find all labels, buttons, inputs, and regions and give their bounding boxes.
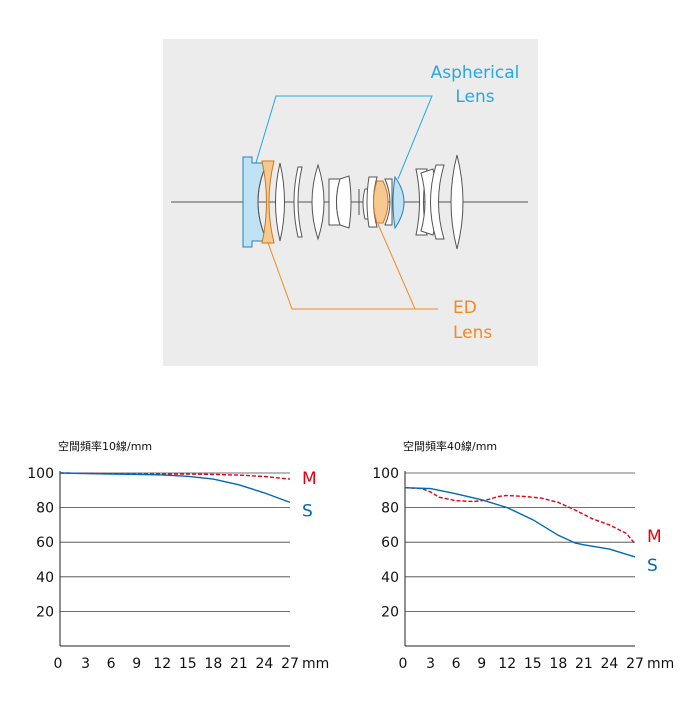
y-tick-label: 20 (36, 604, 54, 620)
x-tick-label: 12 (498, 656, 516, 672)
x-tick-label: 0 (399, 656, 408, 672)
x-tick-label: 27 (626, 656, 644, 672)
mtf-chart-10lines: 空間頻率10線/mm 20 40 60 80 100 0 3 6 9 12 15 18 21 24 27 mm… (18, 430, 348, 700)
ed-callout-lines (266, 223, 438, 310)
x-tick-label: 24 (601, 656, 619, 672)
lens-element-11 (384, 178, 393, 226)
chart-title: 空間頻率10線/mm (58, 440, 153, 453)
lens-element-7 (336, 175, 352, 229)
ed-lens-element-rear (373, 180, 389, 224)
x-tick-label: 24 (256, 656, 274, 672)
y-tick-label: 80 (36, 501, 54, 517)
y-tick-label: 40 (36, 570, 54, 586)
series-label-S: S (647, 556, 658, 576)
series-line-M (404, 487, 636, 545)
lens-element-5 (311, 163, 325, 241)
ed-lens-element-front (261, 160, 275, 244)
series-label-M: M (302, 469, 317, 489)
mtf-plot: 20 40 60 80 100 0 3 6 9 12 15 18 21 24 27 mm MS (372, 466, 674, 672)
x-tick-label: 0 (54, 656, 63, 672)
aspherical-label-line1: Aspherical (431, 63, 520, 83)
aspherical-lens-element-rear (392, 175, 405, 230)
y-tick-label: 60 (36, 535, 54, 551)
x-tick-label: 15 (524, 656, 542, 672)
ed-label-line2: Lens (453, 323, 492, 343)
x-tick-label: 3 (81, 656, 90, 672)
x-tick-label: 21 (575, 656, 593, 672)
mtf-plot: 20 40 60 80 100 0 3 6 9 12 15 18 21 24 27 mm MS (27, 466, 329, 672)
x-tick-label: 3 (426, 656, 435, 672)
lens-element-15 (430, 164, 445, 240)
y-tick-label: 60 (381, 535, 399, 551)
x-tick-label: 9 (477, 656, 486, 672)
series-label-M: M (647, 527, 662, 547)
x-unit-label: mm (302, 656, 329, 672)
x-tick-label: 18 (549, 656, 567, 672)
series-label-S: S (302, 501, 313, 521)
lens-construction-diagram: Aspherical Lens ED Lens (163, 39, 538, 366)
mtf-chart-40lines: 空間頻率40線/mm 20 40 60 80 100 0 3 6 9 12 15 18 21 24 27 mm… (363, 430, 698, 700)
x-tick-label: 15 (179, 656, 197, 672)
x-tick-label: 27 (281, 656, 299, 672)
y-tick-label: 40 (381, 570, 399, 586)
lens-element-16 (450, 154, 464, 250)
lens-diagram-svg: Aspherical Lens ED Lens (171, 63, 528, 343)
y-tick-label: 100 (372, 466, 399, 482)
y-tick-label: 80 (381, 501, 399, 517)
x-tick-label: 6 (107, 656, 116, 672)
series-line-S (59, 472, 291, 504)
aspherical-callout-lines (254, 95, 433, 180)
x-tick-label: 9 (132, 656, 141, 672)
x-unit-label: mm (647, 656, 674, 672)
y-tick-label: 100 (27, 466, 54, 482)
x-tick-label: 12 (153, 656, 171, 672)
lens-element-4 (293, 166, 303, 238)
chart-title: 空間頻率40線/mm (403, 440, 498, 453)
x-tick-label: 18 (204, 656, 222, 672)
x-tick-label: 6 (452, 656, 461, 672)
aspherical-label-line2: Lens (455, 87, 494, 107)
series-line-S (404, 487, 636, 558)
x-tick-label: 21 (230, 656, 248, 672)
lens-element-3 (275, 162, 285, 242)
y-tick-label: 20 (381, 604, 399, 620)
ed-label-line1: ED (453, 298, 477, 318)
